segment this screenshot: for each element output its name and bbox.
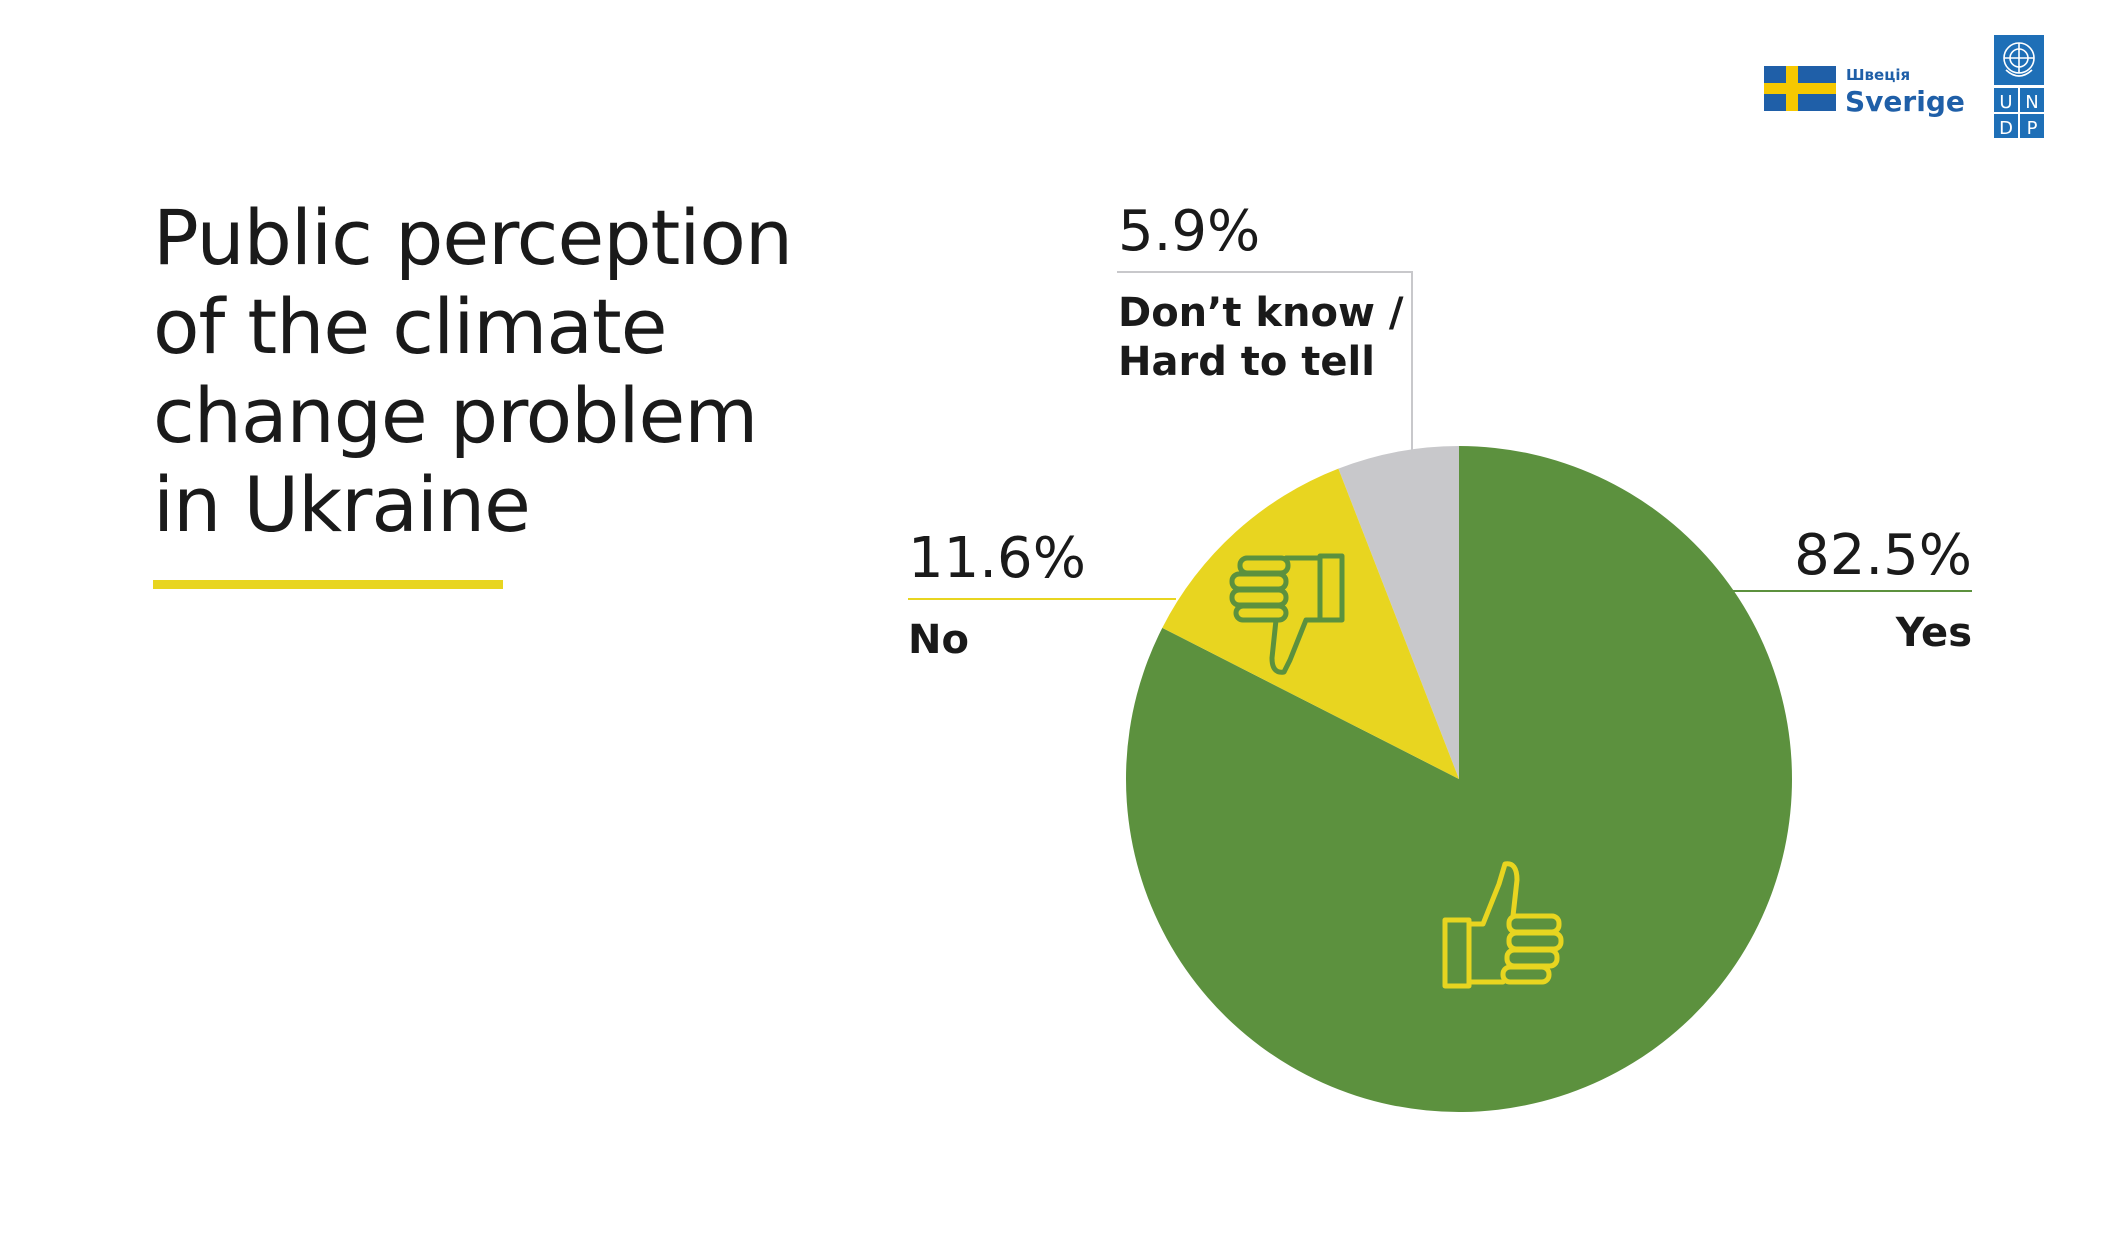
data-label-dont-know-line2: Hard to tell (1118, 339, 1375, 385)
thumbs-up-icon (1442, 861, 1564, 989)
title-line: of the climate (153, 282, 667, 371)
data-label-dont-know-value: 5.9% (1118, 199, 1260, 264)
leader-line-dont-know (1117, 271, 1413, 450)
chart-title: Public perception of the climate change … (153, 193, 873, 549)
data-label-no-value: 11.6% (908, 526, 1086, 591)
data-label-yes-category: Yes (1895, 610, 1972, 656)
undp-letter: P (2027, 118, 2038, 139)
data-label-no-category: No (908, 617, 969, 663)
title-line: in Ukraine (153, 460, 531, 549)
undp-logo: U N D P (1994, 35, 2044, 139)
thumbs-down-icon (1229, 553, 1345, 675)
logos: Швеція Sverige U N D P (1764, 35, 2044, 139)
pie-slice-no (1162, 468, 1459, 779)
sweden-flag-icon (1764, 66, 1836, 111)
data-label-dont-know-line1: Don’t know / (1118, 290, 1404, 336)
title-line: Public perception (153, 193, 793, 282)
title-underline (153, 580, 503, 589)
sweden-small-text: Швеція (1846, 66, 1910, 84)
pie-slice-dont-know (1338, 446, 1459, 779)
undp-letter: N (2025, 92, 2038, 113)
undp-letter: U (1999, 92, 2012, 113)
un-emblem-icon (2003, 42, 2035, 77)
title-line: change problem (153, 371, 758, 460)
sweden-name-text: Sverige (1845, 85, 1965, 118)
undp-letter: D (1999, 118, 2013, 139)
data-label-yes-value: 82.5% (1794, 523, 1972, 588)
